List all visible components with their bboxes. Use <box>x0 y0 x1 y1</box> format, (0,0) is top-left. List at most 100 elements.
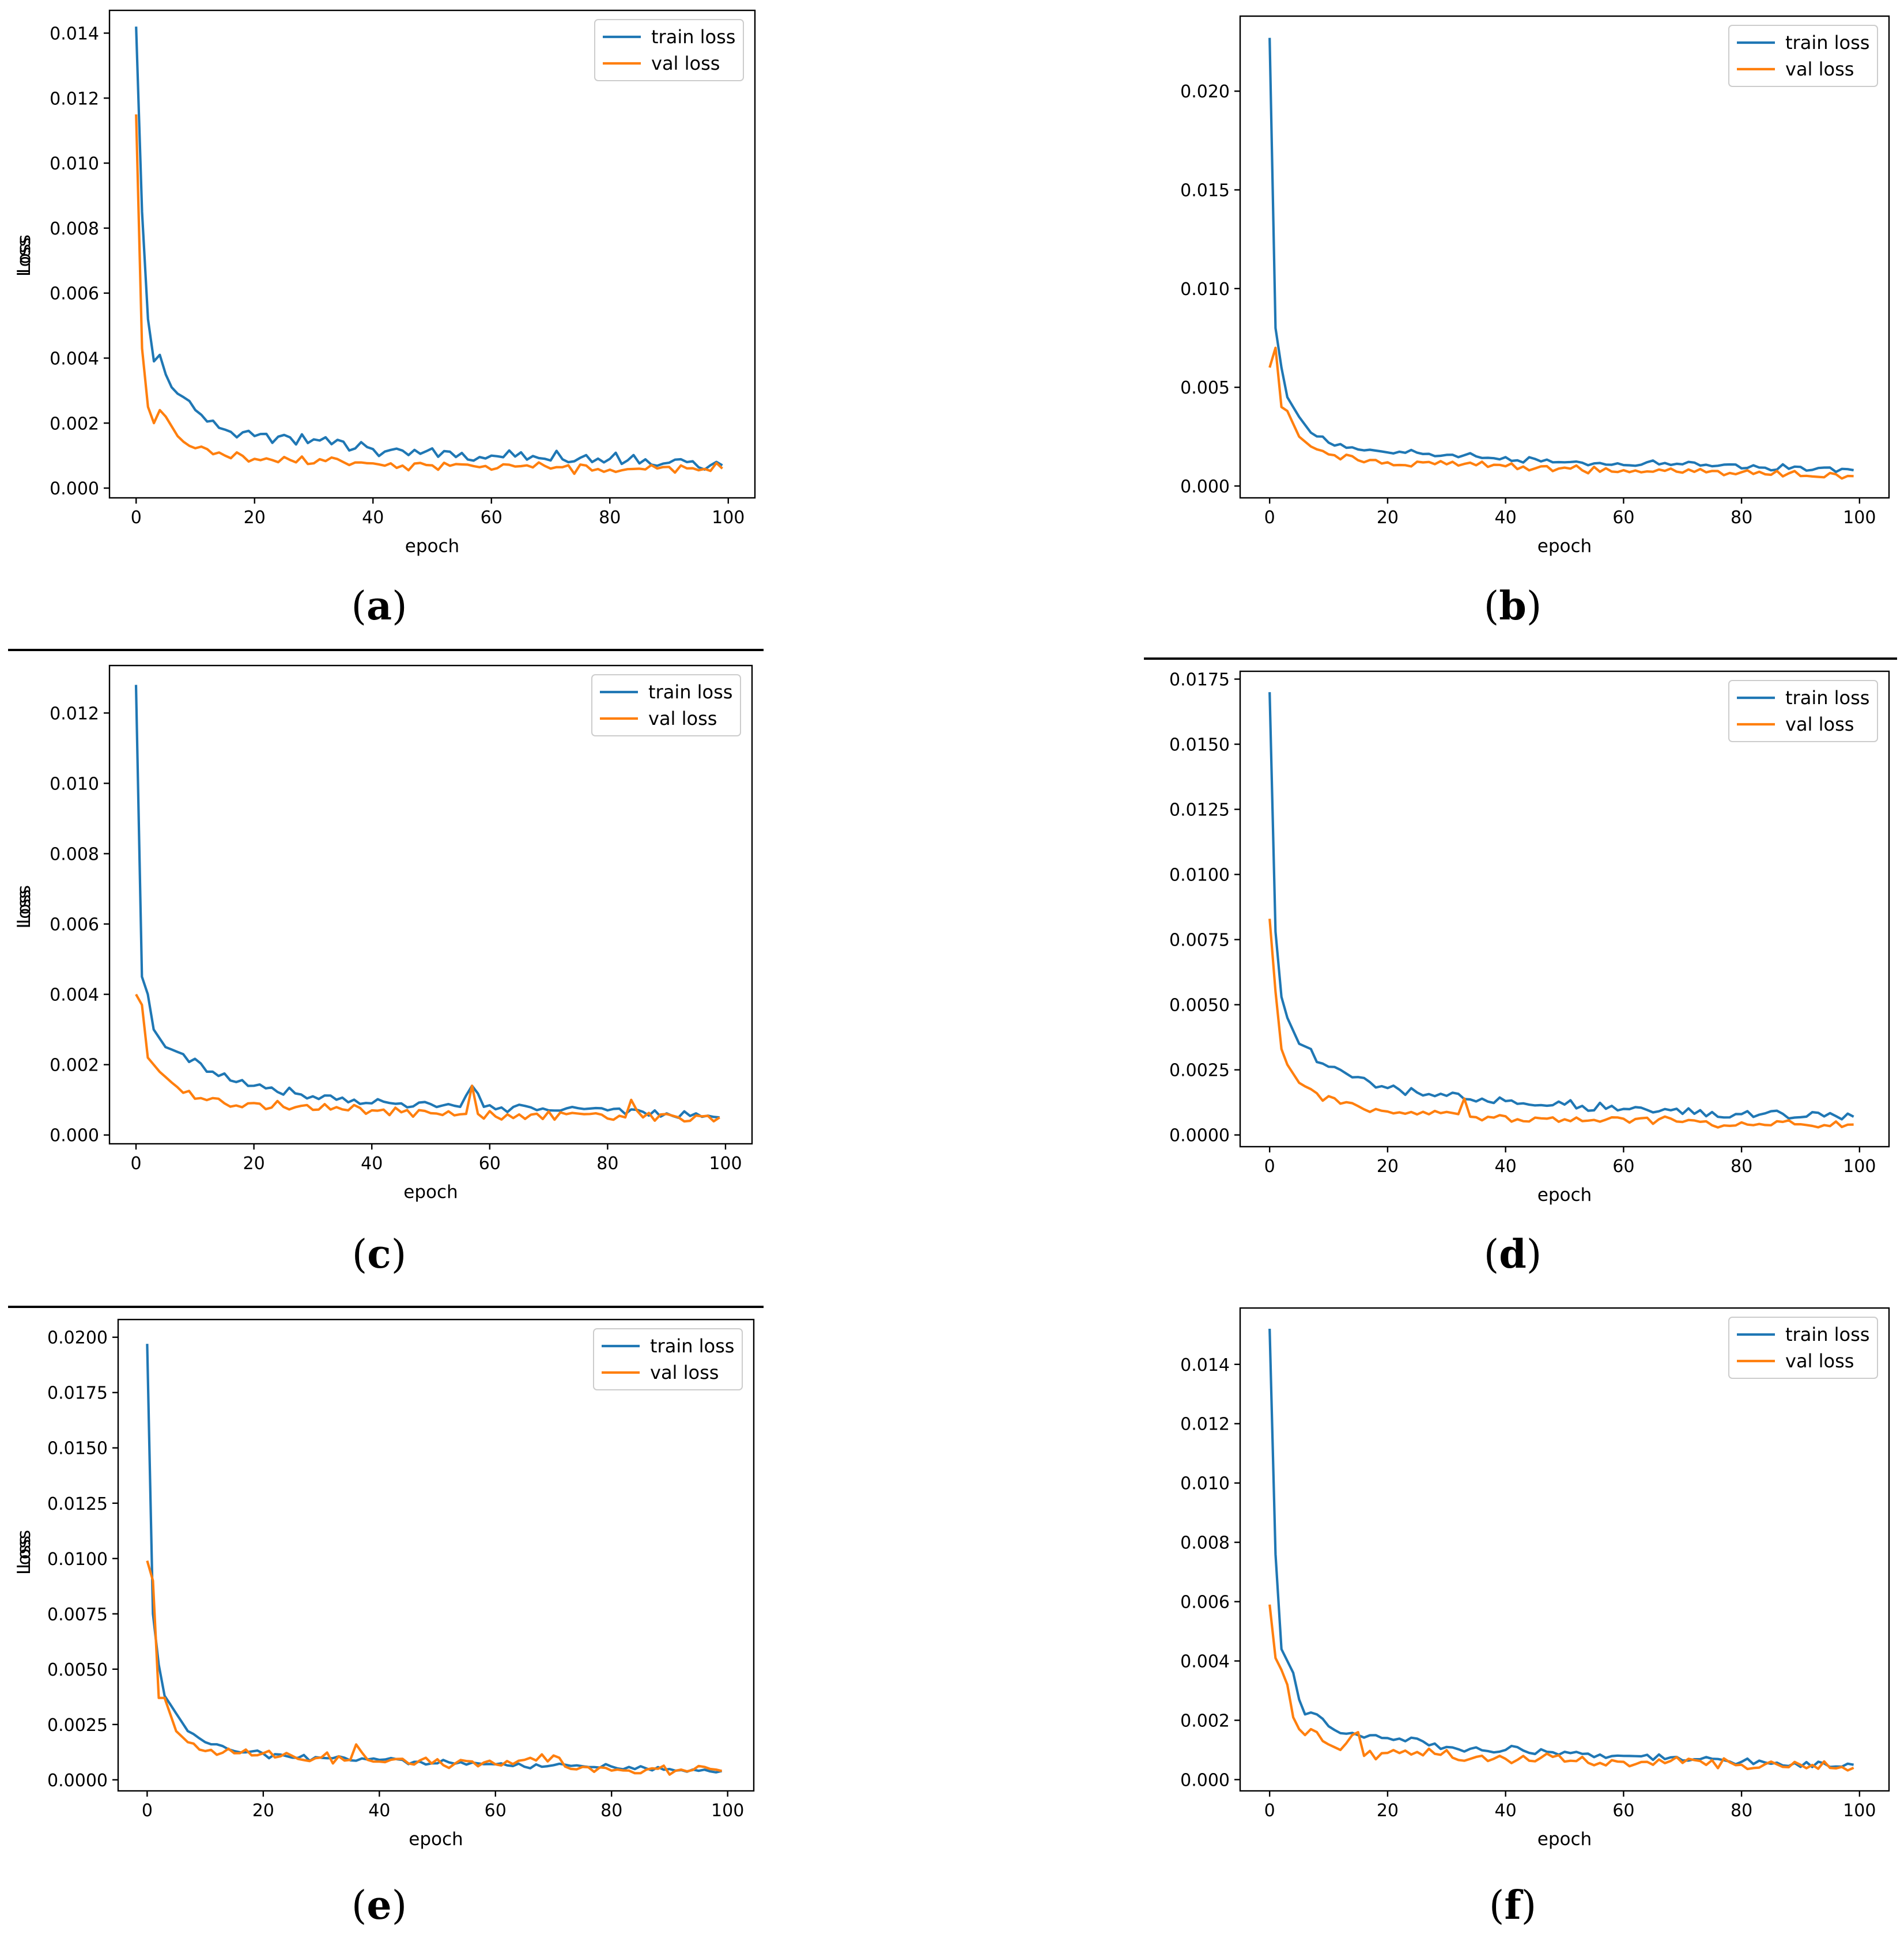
val-loss-line-c <box>135 993 720 1123</box>
caption-letter: a <box>367 583 392 629</box>
chart-panel-c: 0 20 40 60 80 100 0.000 0.002 0.004 0.006 0.008 0.0… <box>14 664 753 1277</box>
legend-f: train loss val loss <box>1728 1317 1878 1379</box>
y-axis-label: Loss <box>14 235 35 274</box>
y-tick-label: 0.005 <box>1180 378 1230 398</box>
x-tick-label: 0 <box>131 508 142 528</box>
y-tick-label: 0.008 <box>50 219 99 239</box>
x-tick-label: 80 <box>1731 508 1752 528</box>
axes-frame-b <box>1239 15 1890 499</box>
val-legend-label: val loss <box>648 708 717 729</box>
caption-letter: e <box>367 1882 391 1929</box>
y-axis-label: Loss <box>14 1530 35 1569</box>
panel-caption-d: (d) <box>1484 1231 1542 1277</box>
x-tick-label: 80 <box>1731 1801 1752 1821</box>
x-tick-label: 20 <box>252 1801 274 1821</box>
x-tick-label: 40 <box>1495 1156 1517 1177</box>
legend-a: train loss val loss <box>594 19 744 81</box>
legend-box <box>1728 680 1878 742</box>
panel-caption-f: (f) <box>1489 1882 1536 1929</box>
train-loss-line-c <box>134 685 720 1119</box>
train-loss-line-e <box>146 1344 723 1774</box>
legend-box <box>593 1328 743 1390</box>
legend-b: train loss val loss <box>1728 25 1878 87</box>
y-tick-label: 0.006 <box>1180 1593 1230 1613</box>
y-tick-label: 0.000 <box>50 1126 99 1146</box>
legend-box <box>591 674 741 736</box>
val-loss-line-b <box>1268 346 1854 480</box>
x-tick-label: 0 <box>1264 1801 1275 1821</box>
x-axis-label: epoch <box>1537 1829 1592 1850</box>
y-tick-label: 0.014 <box>50 24 99 44</box>
x-tick-label: 20 <box>244 508 266 528</box>
x-tick-label: 60 <box>1612 1156 1634 1177</box>
x-tick-label: 100 <box>712 508 745 528</box>
x-tick-label: 20 <box>1377 1801 1399 1821</box>
y-tick-label: 0.004 <box>50 985 99 1005</box>
x-tick-label: 20 <box>243 1154 265 1174</box>
train-legend-label: train loss <box>1785 32 1869 54</box>
y-tick-label: 0.010 <box>1180 279 1230 300</box>
y-tick-label: 0.002 <box>50 1056 99 1076</box>
x-tick-label: 80 <box>1731 1156 1752 1177</box>
y-tick-label: 0.0025 <box>1169 1061 1230 1081</box>
y-axis-label: Loss <box>14 885 35 924</box>
x-tick-label: 80 <box>599 508 621 528</box>
legend-box <box>594 19 744 81</box>
x-tick-label: 20 <box>1377 1156 1399 1177</box>
y-tick-label: 0.004 <box>50 349 99 369</box>
x-axis-label: epoch <box>409 1829 463 1850</box>
panel-caption-e: (e) <box>352 1882 407 1929</box>
x-tick-label: 0 <box>130 1154 141 1174</box>
panel-caption-a: (a) <box>351 583 407 629</box>
train-loss-line-d <box>1268 692 1854 1121</box>
y-axis-label: Loss <box>14 1536 35 1575</box>
y-tick-label: 0.0050 <box>1169 996 1230 1016</box>
chart-panel-e: 0 20 40 60 80 100 0.0000 0.0025 0.0050 0.0075 0.01… <box>14 1318 755 1929</box>
train-loss-line-b <box>1268 37 1854 474</box>
val-loss-line-f <box>1268 1604 1854 1772</box>
val-legend-label: val loss <box>1785 58 1854 80</box>
chart-panel-d: 0 20 40 60 80 1000.00000.00250.00500.00750.01… <box>14 670 1890 1277</box>
train-loss-line-a <box>135 27 723 471</box>
x-tick-label: 60 <box>479 1154 501 1174</box>
y-tick-label: 0.0000 <box>47 1771 108 1791</box>
y-tick-label: 0.0150 <box>47 1439 108 1459</box>
y-tick-label: 0.010 <box>50 774 99 794</box>
axes-frame-d <box>1239 670 1890 1148</box>
axes-frame-a <box>108 9 756 499</box>
caption-letter: c <box>367 1231 391 1277</box>
y-tick-label: 0.012 <box>1180 1415 1230 1435</box>
y-tick-label: 0.008 <box>1180 1533 1230 1553</box>
x-tick-label: 100 <box>709 1154 742 1174</box>
x-axis-label: epoch <box>1537 536 1592 557</box>
axes-frame-f <box>1239 1307 1890 1792</box>
x-tick-label: 0 <box>1264 508 1275 528</box>
y-tick-label: 0.0125 <box>1169 800 1230 821</box>
x-tick-label: 40 <box>361 1154 383 1174</box>
x-axis-label: epoch <box>405 536 459 557</box>
legend-c: train loss val loss <box>591 674 741 736</box>
axes-frame-e <box>117 1318 755 1792</box>
x-tick-label: 100 <box>1843 1801 1876 1821</box>
y-tick-label: 0.012 <box>50 704 99 724</box>
y-tick-label: 0.002 <box>50 414 99 434</box>
y-tick-label: 0.0075 <box>47 1605 108 1625</box>
x-axis-label: epoch <box>403 1182 458 1203</box>
x-tick-label: 60 <box>481 508 503 528</box>
y-tick-label: 0.004 <box>1180 1652 1230 1672</box>
x-tick-label: 100 <box>1843 1156 1876 1177</box>
x-tick-label: 80 <box>600 1801 622 1821</box>
x-tick-label: 60 <box>1612 508 1634 528</box>
x-tick-label: 60 <box>1612 1801 1634 1821</box>
x-tick-label: 60 <box>485 1801 507 1821</box>
train-legend-label: train loss <box>1785 687 1869 709</box>
y-tick-label: 0.0050 <box>47 1660 108 1680</box>
train-legend-label: train loss <box>651 26 735 48</box>
train-loss-line-f <box>1268 1328 1854 1768</box>
train-legend-label: train loss <box>648 681 732 703</box>
val-loss-line-d <box>1268 918 1854 1129</box>
axes-frame-c <box>108 664 753 1145</box>
x-tick-label: 20 <box>1377 508 1399 528</box>
caption-letter: d <box>1499 1231 1527 1277</box>
y-tick-label: 0.0200 <box>47 1328 108 1348</box>
